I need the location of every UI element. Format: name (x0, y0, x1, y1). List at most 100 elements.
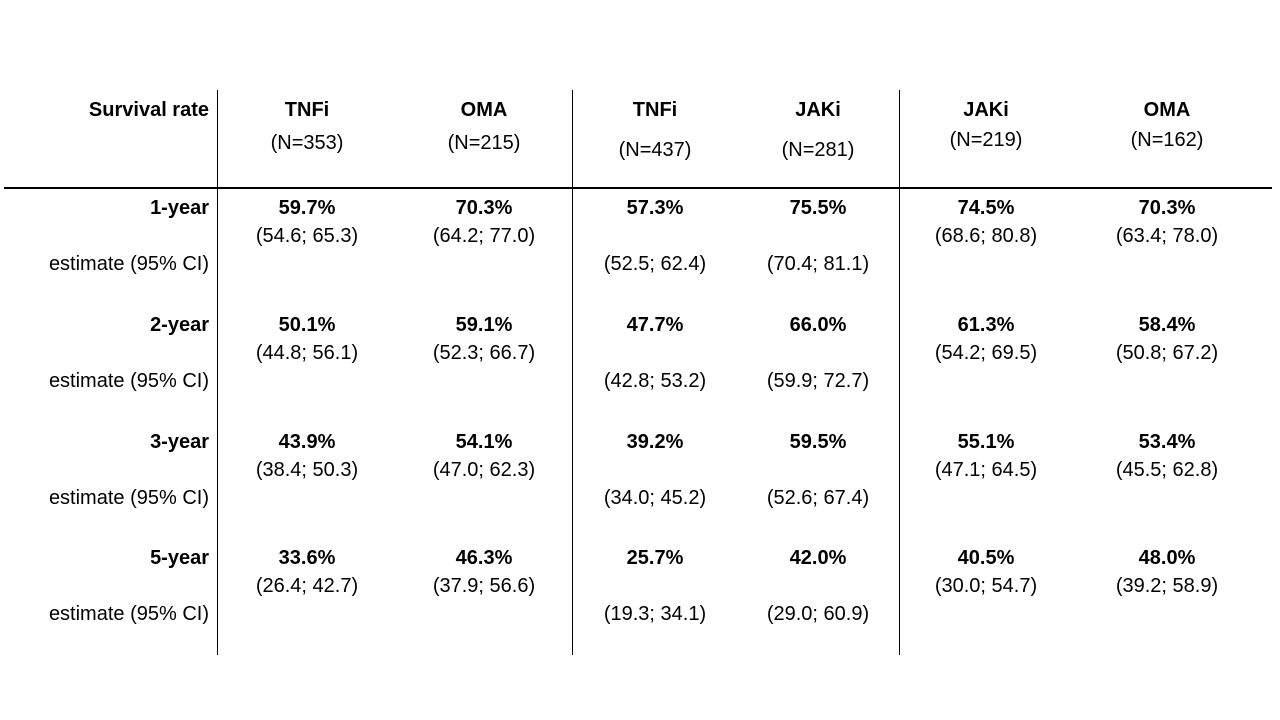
data-cell: 61.3% (54.2; 69.5) (900, 306, 1072, 423)
sample-size: (N=219) (949, 129, 1023, 151)
ci-value: (37.9; 56.6) (432, 575, 536, 597)
ci-value: (45.5; 62.8) (1115, 459, 1219, 481)
ci-value: (19.3; 34.1) (603, 603, 707, 625)
data-cell: 59.5% (52.6; 67.4) (737, 423, 900, 539)
survival-pct: 57.3% (626, 197, 684, 219)
data-cell: 59.7% (54.6; 65.3) (218, 189, 396, 306)
survival-pct: 75.5% (789, 197, 847, 219)
sample-size: (N=437) (618, 139, 692, 161)
survival-pct: 66.0% (789, 314, 847, 336)
spacer (0, 339, 209, 367)
data-cell: 70.3% (64.2; 77.0) (396, 189, 573, 306)
survival-pct: 40.5% (957, 547, 1015, 569)
row-header-cell: Survival rate (0, 90, 218, 189)
year-label: 2-year (150, 314, 209, 336)
ci-value: (34.0; 45.2) (603, 487, 707, 509)
ci-value: (52.6; 67.4) (766, 487, 870, 509)
ci-value: (44.8; 56.1) (255, 342, 359, 364)
spacer (573, 339, 737, 367)
ci-value: (70.4; 81.1) (766, 253, 870, 275)
treatment-name: TNFi (632, 99, 678, 121)
ci-value: (50.8; 67.2) (1115, 342, 1219, 364)
row-label-cell: 1-year estimate (95% CI) (0, 189, 218, 306)
survival-pct: 70.3% (1138, 197, 1196, 219)
col-header-oma-g3: OMA (N=162) (1072, 90, 1262, 189)
treatment-name: JAKi (963, 99, 1009, 121)
survival-pct: 58.4% (1138, 314, 1196, 336)
ci-value: (68.6; 80.8) (934, 225, 1038, 247)
survival-pct: 46.3% (455, 547, 513, 569)
estimate-ci-label: estimate (95% CI) (48, 603, 209, 625)
table-row-1-year: 1-year estimate (95% CI) 59.7% (54.6; 65… (0, 189, 1262, 306)
data-cell: 57.3% (52.5; 62.4) (573, 189, 737, 306)
survival-pct: 54.1% (455, 431, 513, 453)
survival-pct: 55.1% (957, 431, 1015, 453)
ci-value: (47.1; 64.5) (934, 459, 1038, 481)
col-header-tnfi-g2: TNFi (N=437) (573, 90, 737, 189)
ci-value: (26.4; 42.7) (255, 575, 359, 597)
survival-pct: 48.0% (1138, 547, 1196, 569)
col-header-tnfi-g1: TNFi (N=353) (218, 90, 396, 189)
survival-pct: 42.0% (789, 547, 847, 569)
treatment-name: OMA (460, 99, 508, 121)
table-row-2-year: 2-year estimate (95% CI) 50.1% (44.8; 56… (0, 306, 1262, 423)
survival-pct: 59.1% (455, 314, 513, 336)
col-header-jaki-g2: JAKi (N=281) (737, 90, 900, 189)
survival-pct: 25.7% (626, 547, 684, 569)
sample-size: (N=215) (447, 132, 521, 154)
sample-size: (N=281) (781, 139, 855, 161)
ci-value: (54.6; 65.3) (255, 225, 359, 247)
data-cell: 33.6% (26.4; 42.7) (218, 539, 396, 655)
data-cell: 50.1% (44.8; 56.1) (218, 306, 396, 423)
data-cell: 58.4% (50.8; 67.2) (1072, 306, 1262, 423)
sample-size: (N=353) (270, 132, 344, 154)
col-header-jaki-g3: JAKi (N=219) (900, 90, 1072, 189)
col-header-oma-g1: OMA (N=215) (396, 90, 573, 189)
ci-value: (52.5; 62.4) (603, 253, 707, 275)
table-row-3-year: 3-year estimate (95% CI) 43.9% (38.4; 50… (0, 423, 1262, 539)
data-cell: 39.2% (34.0; 45.2) (573, 423, 737, 539)
survival-pct: 70.3% (455, 197, 513, 219)
table-header-row: Survival rate TNFi (N=353) OMA (N=215) T… (0, 90, 1262, 189)
survival-pct: 74.5% (957, 197, 1015, 219)
estimate-ci-label: estimate (95% CI) (48, 370, 209, 392)
estimate-ci-label: estimate (95% CI) (48, 253, 209, 275)
data-cell: 55.1% (47.1; 64.5) (900, 423, 1072, 539)
spacer (737, 222, 899, 250)
data-cell: 75.5% (70.4; 81.1) (737, 189, 900, 306)
data-cell: 42.0% (29.0; 60.9) (737, 539, 900, 655)
survival-pct: 50.1% (278, 314, 336, 336)
survival-pct: 33.6% (278, 547, 336, 569)
spacer (737, 339, 899, 367)
year-label: 1-year (150, 197, 209, 219)
treatment-name: TNFi (284, 99, 330, 121)
data-cell: 48.0% (39.2; 58.9) (1072, 539, 1262, 655)
sample-size: (N=162) (1130, 129, 1204, 151)
row-label-cell: 2-year estimate (95% CI) (0, 306, 218, 423)
spacer (0, 572, 209, 600)
data-cell: 74.5% (68.6; 80.8) (900, 189, 1072, 306)
row-label-cell: 5-year estimate (95% CI) (0, 539, 218, 655)
ci-value: (63.4; 78.0) (1115, 225, 1219, 247)
data-cell: 25.7% (19.3; 34.1) (573, 539, 737, 655)
data-cell: 66.0% (59.9; 72.7) (737, 306, 900, 423)
survival-pct: 53.4% (1138, 431, 1196, 453)
data-cell: 43.9% (38.4; 50.3) (218, 423, 396, 539)
ci-value: (42.8; 53.2) (603, 370, 707, 392)
ci-value: (64.2; 77.0) (432, 225, 536, 247)
table-row-5-year: 5-year estimate (95% CI) 33.6% (26.4; 42… (0, 539, 1262, 655)
data-cell: 53.4% (45.5; 62.8) (1072, 423, 1262, 539)
survival-pct: 61.3% (957, 314, 1015, 336)
ci-value: (52.3; 66.7) (432, 342, 536, 364)
treatment-name: JAKi (795, 99, 841, 121)
spacer (0, 456, 209, 484)
header-divider-line (4, 187, 1272, 189)
survival-rate-table: Survival rate TNFi (N=353) OMA (N=215) T… (0, 90, 1262, 655)
treatment-name: OMA (1143, 99, 1191, 121)
survival-pct: 43.9% (278, 431, 336, 453)
survival-pct: 59.5% (789, 431, 847, 453)
spacer (573, 222, 737, 250)
data-cell: 70.3% (63.4; 78.0) (1072, 189, 1262, 306)
data-cell: 40.5% (30.0; 54.7) (900, 539, 1072, 655)
